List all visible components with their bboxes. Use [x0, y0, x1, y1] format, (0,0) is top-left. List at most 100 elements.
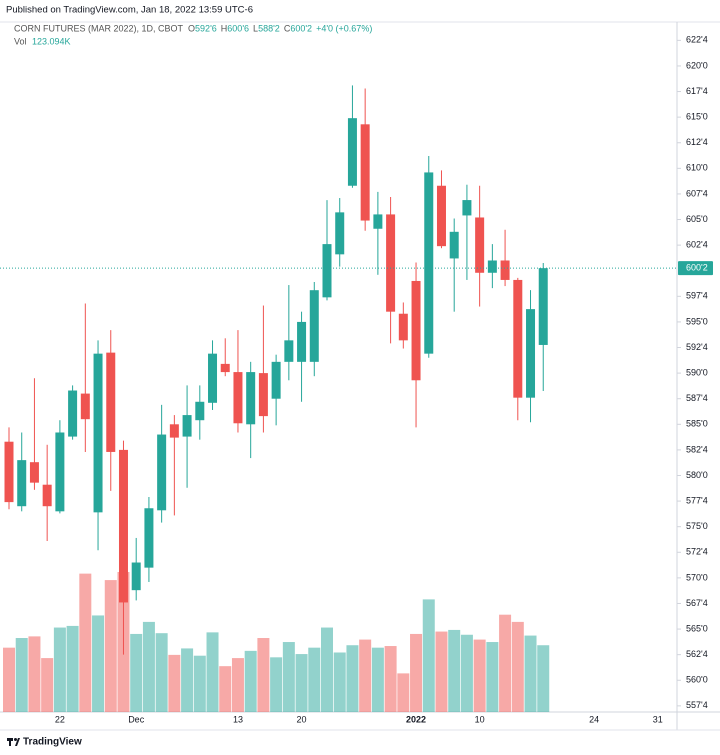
x-tick-label: 31: [653, 714, 663, 724]
candle-body: [449, 231, 459, 259]
y-tick-label: 575'0: [686, 521, 708, 531]
candle-body: [258, 373, 268, 417]
candle-body: [475, 217, 485, 273]
volume-bar: [92, 615, 105, 712]
candle-body: [411, 280, 421, 381]
candle-body: [246, 372, 256, 425]
candle-body: [4, 441, 14, 503]
candle-body: [271, 361, 281, 399]
y-tick-label: 577'4: [686, 495, 708, 505]
y-tick-label: 572'4: [686, 547, 708, 557]
candle-body: [169, 424, 179, 438]
volume-bar: [422, 599, 435, 712]
volume-bar: [193, 655, 206, 712]
candle-body: [29, 462, 39, 483]
y-tick-label: 605'0: [686, 214, 708, 224]
ohlc-value: 600'6: [227, 23, 249, 33]
volume-bar: [410, 633, 423, 712]
candle-body: [398, 313, 408, 341]
candle-body: [220, 363, 230, 373]
volume-bar: [460, 634, 473, 712]
x-tick-label: 24: [589, 714, 599, 724]
candle-body: [386, 214, 396, 312]
candle-body: [335, 212, 345, 255]
candle-body: [424, 172, 434, 354]
y-tick-label: 557'4: [686, 700, 708, 710]
y-tick-label: 622'4: [686, 35, 708, 45]
candle-body: [297, 321, 307, 362]
candle-body: [144, 508, 154, 568]
change-value: +4'0 (+0.67%): [316, 23, 372, 33]
volume-bar: [282, 642, 295, 712]
y-tick-label: 597'4: [686, 291, 708, 301]
ohlc-value: 592'6: [195, 23, 217, 33]
ohlc-letter: C: [284, 23, 291, 33]
y-tick-label: 585'0: [686, 419, 708, 429]
y-tick-label: 590'0: [686, 367, 708, 377]
volume-bar: [371, 647, 384, 712]
x-tick-label: 20: [297, 714, 307, 724]
ohlc-value: 588'2: [258, 23, 280, 33]
volume-bar: [130, 633, 143, 712]
candle-body: [436, 185, 446, 247]
candle-body: [347, 118, 357, 186]
volume-bar: [397, 673, 410, 712]
candle-body: [487, 260, 497, 273]
volume-bar: [155, 633, 168, 712]
candle-body: [233, 372, 243, 424]
candle-body: [80, 393, 90, 420]
volume-bar: [524, 635, 537, 712]
volume-bar: [333, 652, 346, 712]
y-tick-label: 562'4: [686, 649, 708, 659]
ohlc-letter: H: [221, 23, 228, 33]
volume-bar: [346, 645, 359, 712]
volume-bar: [181, 648, 194, 712]
y-tick-label: 570'0: [686, 572, 708, 582]
candle-body: [373, 214, 383, 229]
volume-bar: [142, 621, 155, 712]
candle-body: [17, 460, 27, 507]
x-tick-label: 13: [233, 714, 243, 724]
candle-body: [195, 401, 205, 421]
volume-bar: [206, 632, 219, 712]
volume-bar: [384, 646, 397, 712]
candle-body: [462, 200, 472, 216]
volume-bar: [359, 639, 372, 712]
y-tick-label: 592'4: [686, 342, 708, 352]
y-tick-label: 610'0: [686, 163, 708, 173]
y-tick-label: 595'0: [686, 316, 708, 326]
volume-bar: [295, 654, 308, 712]
volume-bar: [511, 621, 524, 712]
volume-bar: [321, 627, 333, 712]
candle-body: [157, 434, 167, 511]
y-tick-label: 587'4: [686, 393, 708, 403]
ohlc-value: 600'2: [290, 23, 312, 33]
candle-body: [284, 340, 294, 362]
candle-body: [42, 484, 52, 507]
volume-bar: [257, 638, 270, 712]
candle-body: [182, 415, 192, 437]
volume-value: 123.094K: [32, 36, 71, 46]
volume-bar: [3, 647, 15, 712]
y-tick-label: 567'4: [686, 598, 708, 608]
volume-bar: [448, 629, 461, 712]
volume-bar: [53, 627, 66, 712]
y-tick-label: 620'0: [686, 60, 708, 70]
candle-body: [538, 268, 548, 345]
x-tick-label: Dec: [128, 714, 145, 724]
candle-body: [526, 309, 536, 398]
ohlc-letter: O: [188, 23, 195, 33]
volume-bar: [308, 647, 321, 712]
volume-bar: [79, 573, 92, 712]
volume-bar: [537, 645, 550, 712]
volume-bar: [270, 657, 283, 712]
y-tick-label: 617'4: [686, 86, 708, 96]
ohlc-letter: L: [253, 23, 258, 33]
volume-bar: [435, 631, 448, 712]
y-tick-label: 602'4: [686, 240, 708, 250]
symbol-title: CORN FUTURES (MAR 2022), 1D, CBOT: [14, 23, 184, 33]
x-tick-label: 2022: [406, 714, 426, 724]
volume-bar: [231, 658, 244, 712]
y-tick-label: 582'4: [686, 444, 708, 454]
